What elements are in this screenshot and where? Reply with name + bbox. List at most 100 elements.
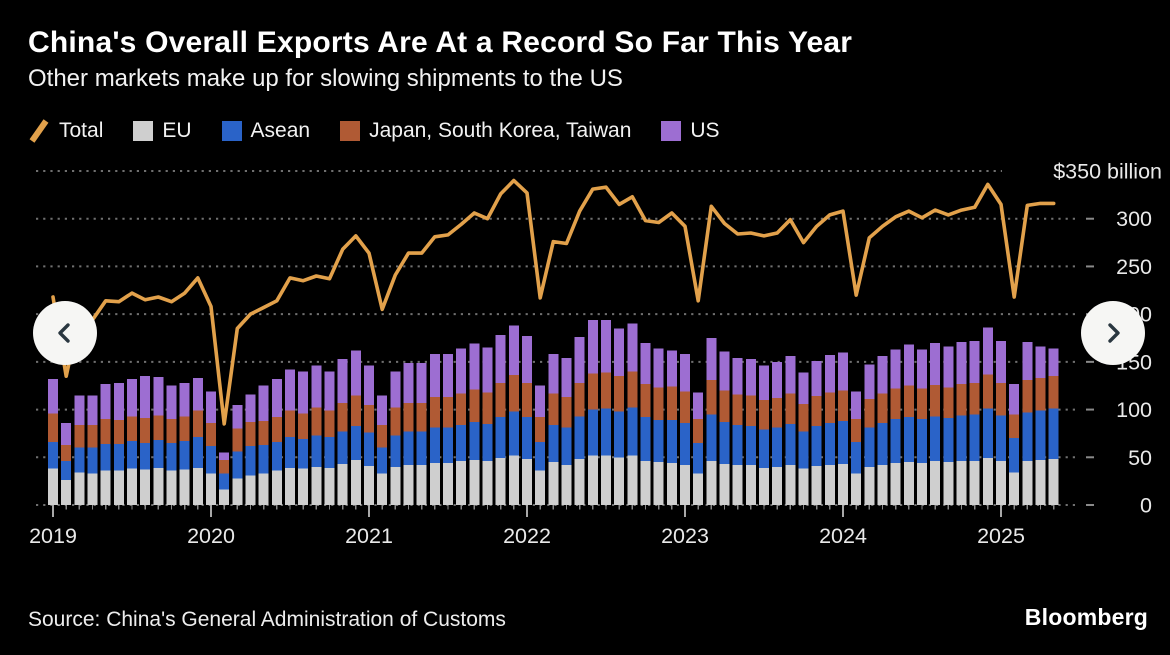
bar-segment (87, 473, 98, 505)
bar-segment (601, 455, 611, 505)
legend-item-label: Asean (250, 119, 311, 142)
bar-segment (969, 461, 980, 505)
bar-segment (561, 397, 572, 428)
bar-segment (311, 466, 322, 505)
x-tick-label: 2021 (345, 524, 393, 548)
bar-segment (469, 389, 480, 422)
bar-segment (495, 417, 506, 459)
bar-segment (706, 461, 717, 505)
bar-segment (337, 358, 348, 403)
carousel-next-button[interactable] (1081, 301, 1145, 365)
bar-segment (548, 462, 559, 505)
bar-segment (917, 419, 927, 464)
bar-segment (206, 473, 216, 505)
bar-segment (219, 460, 230, 474)
bar-segment (745, 395, 756, 426)
bar-segment (74, 472, 85, 505)
bar-segment (693, 473, 704, 505)
bar-segment (61, 461, 72, 481)
bar-segment (982, 374, 993, 409)
bar-segment (153, 467, 164, 505)
bar-segment (337, 431, 348, 464)
bar-segment (443, 354, 453, 398)
bar-segment (851, 473, 862, 505)
bar-segment (666, 420, 677, 464)
bar-segment (495, 335, 506, 383)
bar-segment (745, 425, 756, 465)
bar-segment (864, 466, 875, 505)
bar-segment (271, 470, 282, 505)
bar-segment (429, 397, 440, 428)
bar-segment (693, 419, 704, 443)
bar-segment (759, 365, 769, 401)
bar-segment (350, 425, 361, 461)
bar-segment (219, 473, 230, 490)
bar-segment (772, 427, 783, 467)
bar-segment (864, 399, 875, 428)
bar-segment (298, 371, 309, 414)
bar-segment (706, 338, 717, 380)
bar-segment (443, 463, 453, 505)
bar-segment (601, 408, 611, 456)
bar-segment (1035, 460, 1046, 505)
legend-item-label: US (690, 119, 720, 142)
bar-segment (982, 327, 993, 375)
bar-segment (732, 358, 743, 395)
bar-segment (719, 390, 730, 422)
bar-segment (377, 447, 388, 474)
bar-segment (192, 378, 203, 411)
bar-segment (535, 385, 546, 418)
bar-segment (653, 348, 664, 388)
bar-segment (548, 393, 559, 425)
bar-segment (74, 395, 85, 425)
bar-segment (890, 419, 901, 464)
bar-segment (864, 364, 875, 400)
y-tick-label: 300 (1116, 207, 1152, 231)
bar-segment (890, 349, 901, 389)
bar-segment (508, 325, 519, 376)
bar-segment (759, 400, 769, 430)
legend-item-us: US (661, 119, 720, 143)
bar-segment (1009, 438, 1020, 473)
bar-segment (482, 423, 493, 462)
bar-segment (640, 342, 651, 384)
bar-segment (798, 372, 809, 404)
bar-segment (416, 362, 427, 403)
bar-segment (324, 371, 335, 411)
bar-segment (982, 458, 993, 505)
bar-segment (719, 351, 730, 391)
bar-segment (706, 414, 717, 462)
bar-segment (285, 467, 295, 505)
bar-segment (522, 382, 532, 418)
bar-segment (74, 424, 85, 448)
bar-segment (127, 468, 137, 505)
bar-segment (943, 462, 954, 505)
carousel-prev-button[interactable] (33, 301, 97, 365)
bar-segment (311, 435, 322, 467)
bar-segment (100, 383, 111, 420)
x-tick-label: 2025 (977, 524, 1025, 548)
bar-segment (258, 421, 269, 445)
bar-segment (245, 394, 256, 422)
bar-segment (74, 447, 85, 473)
bar-segment (732, 394, 743, 425)
bar-segment (627, 455, 638, 505)
bar-segment (653, 462, 664, 505)
bar-segment (87, 424, 98, 448)
bar-segment (508, 375, 519, 412)
legend: Total EU Asean Japan, South Korea, Taiwan US (28, 116, 750, 146)
legend-item-total: Total (28, 118, 103, 144)
bar-segment (903, 462, 914, 505)
bar-segment (653, 420, 664, 463)
bar-segment (653, 387, 664, 421)
bar-segment (838, 421, 848, 464)
bar-segment (561, 464, 572, 505)
bar-segment (48, 379, 58, 414)
bar-segment (811, 396, 822, 426)
bar-segment (166, 470, 177, 505)
bar-segment (956, 461, 967, 505)
bar-segment (482, 347, 493, 393)
bar-segment (232, 451, 243, 479)
bar-segment (232, 478, 243, 505)
bar-segment (719, 421, 730, 464)
